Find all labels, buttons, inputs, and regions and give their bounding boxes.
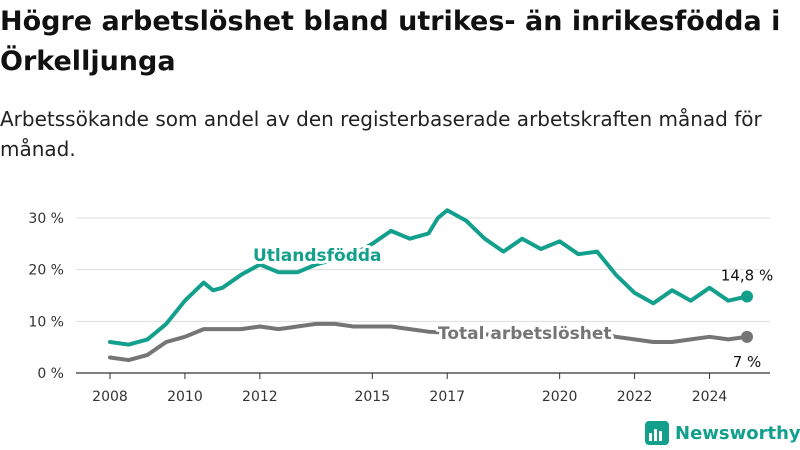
x-tick-label-2010: 2010 (167, 389, 203, 405)
newsworthy-logo-icon (645, 421, 669, 445)
x-tick-label-2024: 2024 (692, 389, 728, 405)
x-tick-label-2017: 2017 (429, 389, 465, 405)
y-tick-label-30: 30 % (28, 211, 64, 227)
y-tick-label-10: 10 % (28, 314, 64, 330)
x-tick-label-2020: 2020 (542, 389, 578, 405)
page-subtitle: Arbetssökande som andel av den registerb… (0, 107, 762, 161)
end-value-label-utlandsf-dda: 14,8 % (721, 267, 773, 285)
series-label-total-arbetsl-shet: Total arbetslöshet (438, 324, 612, 344)
series-label-utlandsf-dda: Utlandsfödda (253, 246, 382, 266)
y-tick-label-20: 20 % (28, 263, 64, 279)
page-title: Högre arbetslöshet bland utrikes- än inr… (0, 6, 781, 77)
series-end-point-total-arbetsl-shet (741, 330, 753, 343)
x-tick-label-2008: 2008 (92, 389, 128, 405)
series-line-utlandsf-dda (108, 208, 749, 347)
series-end-point-utlandsf-dda (741, 290, 753, 303)
end-value-label-total-arbetsl-shet: 7 % (733, 353, 762, 371)
series-line-total-arbetsl-shet (108, 321, 749, 363)
brand-logo: Newsworthy (645, 418, 800, 448)
x-tick-label-2015: 2015 (354, 389, 390, 405)
brand-name: Newsworthy (675, 422, 800, 444)
y-tick-label-0: 0 % (37, 366, 64, 382)
x-tick-label-2022: 2022 (617, 389, 653, 405)
x-tick-label-2012: 2012 (242, 389, 278, 405)
